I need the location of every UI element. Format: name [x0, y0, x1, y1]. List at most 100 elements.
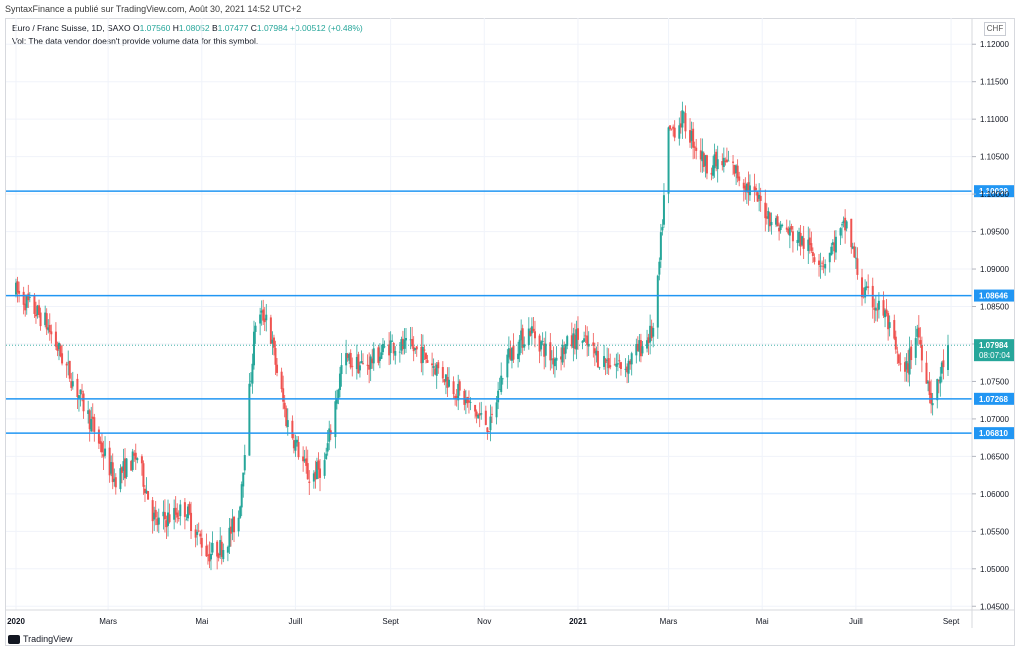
candle-body	[874, 307, 877, 311]
candle-body	[765, 216, 768, 219]
candle-body	[735, 165, 738, 174]
candle-body	[249, 380, 252, 382]
candle-body	[561, 344, 564, 363]
candle-body	[801, 236, 804, 245]
candle-body	[520, 330, 523, 341]
candle-body	[274, 348, 277, 365]
tradingview-logo[interactable]: TradingView	[8, 634, 73, 644]
price-axis: 1.12000 1.11500 1.11000 1.10500 1.10000 1.095…	[971, 18, 1009, 628]
candle-body	[71, 381, 74, 387]
candle-body	[523, 344, 526, 348]
candle-body	[810, 243, 813, 251]
candle-body	[636, 343, 639, 352]
candle-body	[254, 325, 257, 332]
volume-note: Vol: The data vendor doesn't provide vol…	[12, 36, 259, 46]
candle-body	[606, 360, 609, 362]
candle-body	[759, 195, 762, 201]
candle-body	[240, 484, 243, 508]
high-value: 1.08052	[178, 23, 210, 33]
candle-body	[133, 453, 136, 456]
candle-body	[458, 381, 461, 391]
candle-body	[219, 540, 222, 556]
candle-body	[598, 367, 601, 369]
candle-body	[712, 165, 715, 176]
candle-body	[206, 555, 209, 556]
candle-body	[822, 265, 825, 267]
candle-body	[790, 226, 793, 230]
level-label: 1.07268	[979, 395, 1008, 404]
candle-body	[383, 346, 386, 348]
candle-body	[681, 110, 684, 128]
candle-body	[742, 182, 745, 189]
candle-body	[732, 161, 735, 163]
candle-body	[380, 352, 383, 359]
candle-body	[692, 128, 695, 148]
candle-body	[120, 467, 123, 473]
currency-button[interactable]: CHF	[984, 22, 1006, 36]
candle-body	[661, 227, 664, 231]
candle-body	[604, 358, 607, 363]
candle-body	[871, 285, 874, 308]
candle-body	[885, 309, 888, 314]
candle-body	[833, 242, 836, 252]
candle-body	[229, 526, 232, 534]
candle-body	[725, 159, 728, 163]
candle-body	[305, 458, 308, 466]
candle-body	[747, 182, 750, 193]
candle-body	[93, 417, 96, 432]
candle-body	[196, 531, 199, 535]
candle-body	[799, 232, 802, 247]
candle-body	[893, 320, 896, 339]
candle-body	[791, 231, 794, 242]
candle-body	[90, 418, 93, 432]
candle-body	[259, 314, 262, 324]
candle-body	[940, 362, 943, 374]
candle-body	[435, 364, 438, 376]
candle-body	[641, 346, 644, 354]
candle-body	[346, 353, 349, 358]
candle-body	[518, 339, 521, 356]
candle-body	[851, 246, 854, 249]
x-tick-label: Nov	[477, 617, 491, 626]
candle-body	[854, 257, 857, 259]
candle-body	[349, 352, 352, 368]
candle-body	[798, 231, 801, 243]
candle-body	[424, 353, 427, 360]
y-tick-label: 1.10000	[980, 190, 1009, 199]
candle-body	[151, 500, 154, 522]
candle-body	[297, 442, 300, 458]
candle-body	[501, 378, 504, 380]
x-tick-label: Sept	[943, 617, 960, 626]
candle-body	[521, 328, 524, 348]
candle-body	[658, 261, 661, 275]
candle-body	[366, 364, 369, 366]
candle-body	[917, 327, 920, 338]
candle-body	[447, 379, 450, 387]
candle-body	[319, 468, 322, 478]
candle-body	[824, 264, 827, 269]
candle-body	[315, 461, 318, 479]
candle-body	[856, 258, 859, 275]
candle-body	[323, 460, 326, 476]
candle-body	[147, 491, 150, 500]
candle-body	[294, 440, 297, 451]
candle-body	[758, 194, 761, 199]
candle-body	[736, 165, 739, 179]
candle-body	[77, 395, 80, 400]
candle-body	[756, 192, 759, 202]
candle-body	[925, 362, 928, 384]
y-tick-label: 1.12000	[980, 40, 1009, 49]
candle-body	[292, 440, 295, 449]
y-tick-label: 1.08500	[980, 303, 1009, 312]
candle-body	[818, 260, 821, 265]
y-tick-label: 1.09500	[980, 228, 1009, 237]
candle-body	[369, 356, 372, 369]
candle-body	[199, 533, 202, 537]
candle-body	[360, 361, 363, 364]
candle-body	[88, 410, 91, 430]
candle-body	[841, 224, 844, 226]
candle-body	[303, 459, 306, 462]
symbol-name[interactable]: Euro / Franc Suisse, 1D, SAXO	[12, 23, 131, 33]
candle-body	[560, 356, 563, 360]
